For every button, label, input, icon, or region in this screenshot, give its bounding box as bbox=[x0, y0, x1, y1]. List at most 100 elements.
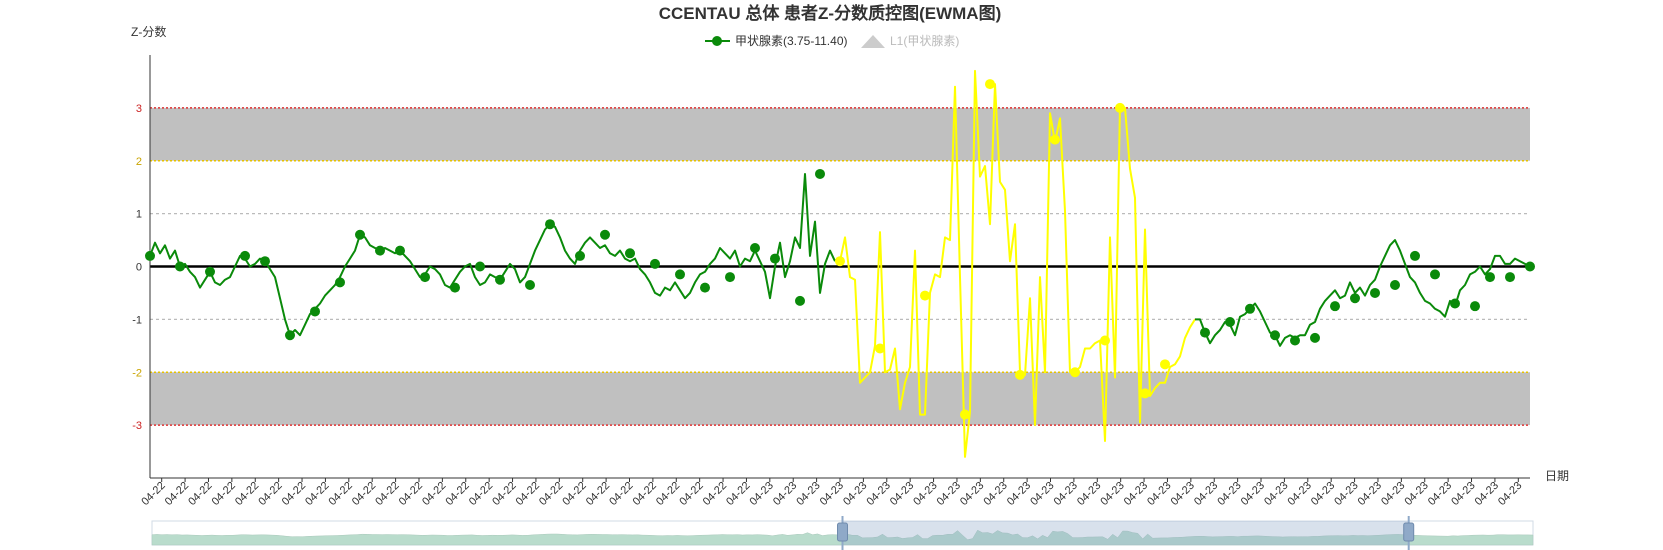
data-point[interactable] bbox=[875, 343, 885, 354]
data-point[interactable] bbox=[1160, 359, 1170, 370]
data-point[interactable] bbox=[795, 295, 805, 306]
x-tick-label: 04-22 bbox=[677, 480, 705, 508]
data-point[interactable] bbox=[1410, 250, 1420, 261]
data-point[interactable] bbox=[310, 306, 320, 317]
x-tick-label: 04-22 bbox=[186, 480, 214, 508]
chart-title: CCENTAU 总体 患者Z-分数质控图(EWMA图) bbox=[659, 3, 1001, 23]
x-tick-label: 04-23 bbox=[1496, 480, 1524, 508]
x-tick-labels: 04-2204-2204-2204-2204-2204-2204-2204-22… bbox=[139, 478, 1524, 508]
x-tick-label: 04-22 bbox=[163, 480, 191, 508]
data-point[interactable] bbox=[175, 261, 185, 272]
data-point[interactable] bbox=[205, 266, 215, 277]
data-point[interactable] bbox=[1330, 301, 1340, 312]
x-tick-label: 04-23 bbox=[1122, 480, 1150, 508]
data-point[interactable] bbox=[1525, 261, 1535, 272]
data-point[interactable] bbox=[240, 250, 250, 261]
data-point[interactable] bbox=[525, 280, 535, 291]
data-point[interactable] bbox=[675, 269, 685, 280]
drag-handle-icon[interactable] bbox=[837, 522, 848, 542]
data-zoom-slider[interactable] bbox=[151, 516, 1534, 550]
data-point[interactable] bbox=[495, 274, 505, 285]
x-tick-label: 04-22 bbox=[303, 480, 331, 508]
x-tick-label: 04-22 bbox=[607, 480, 635, 508]
data-point[interactable] bbox=[1290, 335, 1300, 346]
data-point[interactable] bbox=[475, 261, 485, 272]
data-point[interactable] bbox=[1015, 369, 1025, 380]
legend-item-series-1[interactable]: 甲状腺素(3.75-11.40) bbox=[705, 34, 847, 48]
x-tick-label: 04-23 bbox=[958, 480, 986, 508]
x-tick-label: 04-23 bbox=[818, 480, 846, 508]
data-point[interactable] bbox=[1470, 301, 1480, 312]
data-point[interactable] bbox=[960, 409, 970, 420]
data-point[interactable] bbox=[1115, 102, 1125, 113]
data-point[interactable] bbox=[335, 277, 345, 288]
x-tick-label: 04-23 bbox=[1028, 480, 1056, 508]
x-tick-label: 04-22 bbox=[373, 480, 401, 508]
grid-lines bbox=[150, 107, 1530, 426]
data-zoom-left-handle[interactable] bbox=[837, 516, 848, 550]
y-tick-label: 0 bbox=[136, 262, 142, 274]
data-point[interactable] bbox=[725, 272, 735, 283]
data-point[interactable] bbox=[1225, 317, 1235, 328]
data-point[interactable] bbox=[700, 282, 710, 293]
data-point[interactable] bbox=[600, 229, 610, 240]
x-tick-label: 04-22 bbox=[514, 480, 542, 508]
data-point[interactable] bbox=[1430, 269, 1440, 280]
data-point[interactable] bbox=[450, 282, 460, 293]
data-point[interactable] bbox=[1350, 293, 1360, 304]
legend-triangle-icon bbox=[861, 35, 885, 48]
x-tick-label: 04-22 bbox=[584, 480, 612, 508]
data-point[interactable] bbox=[145, 250, 155, 261]
data-point[interactable] bbox=[545, 219, 555, 230]
data-point[interactable] bbox=[650, 258, 660, 269]
data-point[interactable] bbox=[1140, 388, 1150, 399]
legend-label-l1: L1(甲状腺素) bbox=[890, 34, 959, 48]
x-tick-label: 04-23 bbox=[1473, 480, 1501, 508]
data-point[interactable] bbox=[1370, 287, 1380, 298]
x-tick-label: 04-23 bbox=[748, 480, 776, 508]
data-point[interactable] bbox=[1100, 335, 1110, 346]
x-tick-label: 04-23 bbox=[1402, 480, 1430, 508]
data-point[interactable] bbox=[1310, 332, 1320, 343]
data-point[interactable] bbox=[750, 242, 760, 253]
x-tick-label: 04-23 bbox=[981, 480, 1009, 508]
x-tick-label: 04-23 bbox=[1075, 480, 1103, 508]
data-point[interactable] bbox=[420, 272, 430, 283]
data-point[interactable] bbox=[1200, 327, 1210, 338]
x-tick-label: 04-23 bbox=[1052, 480, 1080, 508]
x-tick-label: 04-23 bbox=[1192, 480, 1220, 508]
data-point[interactable] bbox=[1245, 303, 1255, 314]
data-point[interactable] bbox=[1070, 367, 1080, 378]
data-point[interactable] bbox=[1450, 298, 1460, 309]
data-point[interactable] bbox=[1270, 330, 1280, 341]
data-zoom-right-handle[interactable] bbox=[1403, 516, 1415, 550]
x-tick-label: 04-22 bbox=[139, 480, 167, 508]
data-point[interactable] bbox=[1050, 134, 1060, 145]
data-point[interactable] bbox=[1505, 272, 1515, 283]
legend: 甲状腺素(3.75-11.40) L1(甲状腺素) bbox=[705, 34, 959, 48]
drag-handle-icon[interactable] bbox=[1403, 522, 1415, 542]
data-point[interactable] bbox=[985, 79, 995, 90]
x-tick-label: 04-23 bbox=[1309, 480, 1337, 508]
data-point[interactable] bbox=[355, 229, 365, 240]
data-point[interactable] bbox=[835, 256, 845, 267]
data-point[interactable] bbox=[920, 290, 930, 301]
data-point[interactable] bbox=[575, 250, 585, 261]
data-point[interactable] bbox=[770, 253, 780, 264]
control-band-1 bbox=[150, 372, 1530, 426]
data-point[interactable] bbox=[1390, 280, 1400, 291]
x-tick-label: 04-22 bbox=[350, 480, 378, 508]
y-axis-label: Z-分数 bbox=[131, 24, 166, 39]
data-point[interactable] bbox=[815, 168, 825, 179]
data-point[interactable] bbox=[1485, 272, 1495, 283]
data-zoom-window[interactable] bbox=[842, 521, 1409, 545]
series-line-1 bbox=[835, 69, 1196, 458]
x-tick-label: 04-22 bbox=[654, 480, 682, 508]
data-point[interactable] bbox=[285, 330, 295, 341]
data-point[interactable] bbox=[395, 245, 405, 256]
x-tick-label: 04-22 bbox=[397, 480, 425, 508]
legend-item-l1[interactable]: L1(甲状腺素) bbox=[861, 34, 959, 48]
data-point[interactable] bbox=[625, 248, 635, 259]
data-point[interactable] bbox=[375, 245, 385, 256]
data-point[interactable] bbox=[260, 256, 270, 267]
